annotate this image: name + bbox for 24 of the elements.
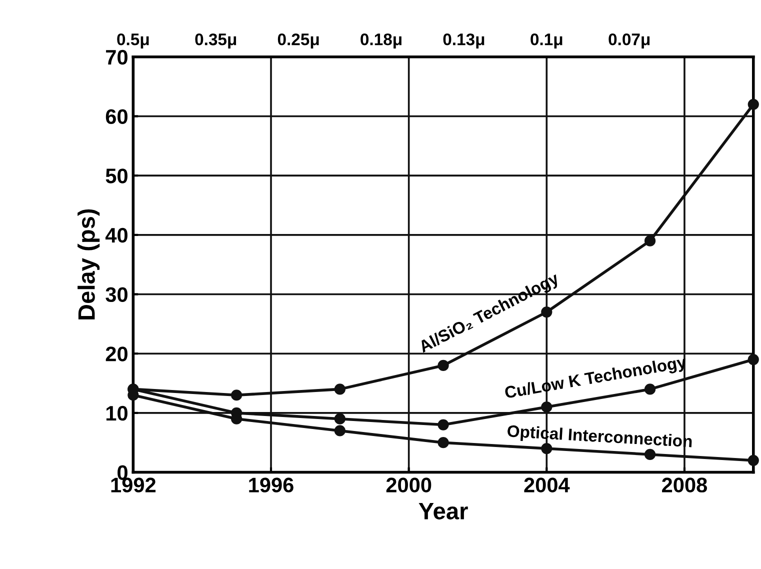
x-tick-label: 2004: [524, 478, 570, 492]
y-tick-label: 30: [106, 287, 128, 302]
y-tick-label: 70: [106, 50, 128, 65]
y-tick-label: 40: [105, 228, 128, 243]
y-tick-label: 10: [106, 406, 128, 421]
x-tick-label: 1992: [111, 478, 156, 492]
y-tick-label: 0: [118, 465, 128, 480]
text: 0.13μ: [443, 33, 484, 49]
text: 0.25μ: [278, 33, 319, 49]
x-tick-label: 2000: [386, 478, 432, 492]
y-tick-label: 50: [106, 168, 128, 184]
y-tick-label: 60: [106, 109, 128, 124]
text: 0.18μ: [360, 33, 402, 49]
text: 0.1μ: [530, 33, 562, 49]
y-axis-title: Delay (ps): [78, 209, 100, 320]
x-tick-label: 2008: [662, 478, 708, 492]
text: Cu/Low K Techonology: [504, 355, 688, 402]
text: 0.5μ: [117, 33, 149, 49]
text: 0.07μ: [608, 33, 650, 49]
text: 0.35μ: [195, 33, 236, 49]
y-tick-label: 20: [106, 346, 128, 362]
series-label: Optical Interconnection: [507, 424, 692, 451]
x-tick-label: 1996: [249, 478, 294, 492]
x-axis-title: Year: [418, 502, 468, 520]
